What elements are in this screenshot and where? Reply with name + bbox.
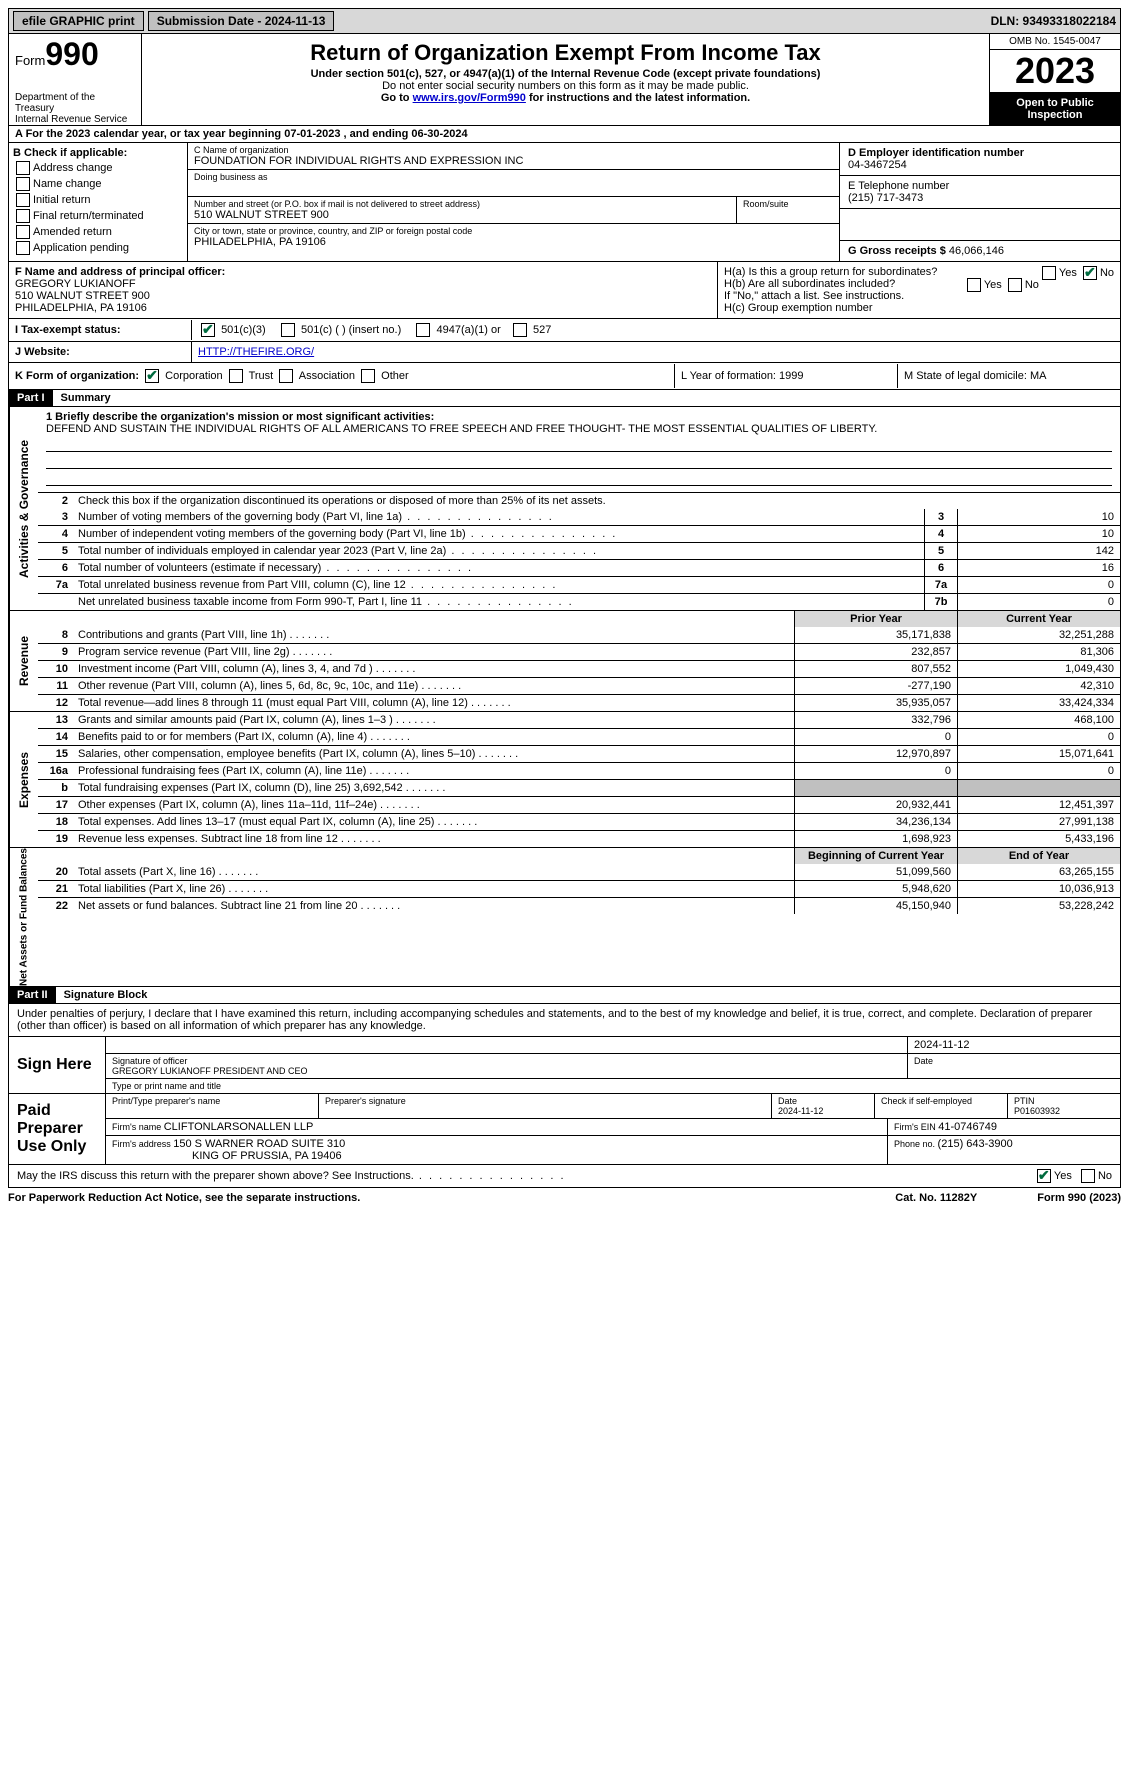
summary-line: 10 Investment income (Part VIII, column …: [38, 660, 1120, 677]
submission-date-button[interactable]: Submission Date - 2024-11-13: [148, 11, 335, 31]
tab-revenue: Revenue: [9, 611, 38, 711]
officer-row: F Name and address of principal officer:…: [8, 262, 1121, 319]
gross-receipts: 46,066,146: [949, 245, 1004, 257]
tab-governance: Activities & Governance: [9, 407, 38, 610]
tax-year: 2023: [990, 50, 1120, 93]
klm-row: K Form of organization: Corporation Trus…: [8, 363, 1121, 390]
part1-header: Part I Summary: [8, 390, 1121, 407]
instructions-link[interactable]: www.irs.gov/Form990: [413, 92, 526, 104]
summary-line: 12 Total revenue—add lines 8 through 11 …: [38, 694, 1120, 711]
instructions-note: Go to www.irs.gov/Form990 for instructio…: [148, 92, 983, 104]
summary-line: 3 Number of voting members of the govern…: [38, 509, 1120, 525]
cat-number: Cat. No. 11282Y: [895, 1192, 977, 1204]
discuss-yes-checkbox[interactable]: [1037, 1169, 1051, 1183]
discuss-row: May the IRS discuss this return with the…: [8, 1165, 1121, 1188]
org-name: FOUNDATION FOR INDIVIDUAL RIGHTS AND EXP…: [194, 155, 833, 167]
summary-line: 19 Revenue less expenses. Subtract line …: [38, 830, 1120, 847]
summary-line: 18 Total expenses. Add lines 13–17 (must…: [38, 813, 1120, 830]
city-state-zip: PHILADELPHIA, PA 19106: [194, 236, 833, 248]
signature-block: Under penalties of perjury, I declare th…: [8, 1004, 1121, 1165]
sign-here-label: Sign Here: [9, 1037, 106, 1093]
summary-line: 17 Other expenses (Part IX, column (A), …: [38, 796, 1120, 813]
summary-line: 9 Program service revenue (Part VIII, li…: [38, 643, 1120, 660]
form-number: Form990: [15, 36, 135, 73]
firm-name: CLIFTONLARSONALLEN LLP: [164, 1121, 314, 1133]
ssn-note: Do not enter social security numbers on …: [148, 80, 983, 92]
tax-status-row: I Tax-exempt status: 501(c)(3) 501(c) ( …: [8, 319, 1121, 342]
public-inspection-badge: Open to PublicInspection: [990, 93, 1120, 125]
501c3-checkbox[interactable]: [201, 323, 215, 337]
summary-line: 13 Grants and similar amounts paid (Part…: [38, 712, 1120, 728]
summary-block: Activities & Governance 1 Briefly descri…: [8, 407, 1121, 611]
summary-line: 16a Professional fundraising fees (Part …: [38, 762, 1120, 779]
box-d: D Employer identification number 04-3467…: [839, 143, 1120, 261]
form-subtitle: Under section 501(c), 527, or 4947(a)(1)…: [148, 68, 983, 80]
officer-name: GREGORY LUKIANOFF: [15, 278, 711, 290]
irs-label: Internal Revenue Service: [15, 114, 135, 125]
website-row: J Website: HTTP://THEFIRE.ORG/: [8, 342, 1121, 363]
summary-line: 21 Total liabilities (Part X, line 26) 5…: [38, 880, 1120, 897]
summary-line: 7a Total unrelated business revenue from…: [38, 576, 1120, 593]
form-footer: Form 990 (2023): [1037, 1192, 1121, 1204]
summary-line: 15 Salaries, other compensation, employe…: [38, 745, 1120, 762]
part2-header: Part II Signature Block: [8, 987, 1121, 1004]
box-c: C Name of organization FOUNDATION FOR IN…: [188, 143, 839, 261]
officer-signature-name: GREGORY LUKIANOFF PRESIDENT AND CEO: [112, 1066, 901, 1076]
box-b: B Check if applicable: Address change Na…: [9, 143, 188, 261]
tax-year-row: A For the 2023 calendar year, or tax yea…: [8, 126, 1121, 143]
entity-info-grid: B Check if applicable: Address change Na…: [8, 143, 1121, 262]
tab-net-assets: Net Assets or Fund Balances: [9, 848, 38, 986]
perjury-declaration: Under penalties of perjury, I declare th…: [9, 1004, 1120, 1036]
dln-label: DLN: 93493318022184: [991, 14, 1116, 28]
summary-line: 8 Contributions and grants (Part VIII, l…: [38, 627, 1120, 643]
summary-line: 4 Number of independent voting members o…: [38, 525, 1120, 542]
omb-number: OMB No. 1545-0047: [990, 34, 1120, 50]
summary-line: Net unrelated business taxable income fr…: [38, 593, 1120, 610]
ptin-value: P01603932: [1014, 1106, 1060, 1116]
summary-line: 11 Other revenue (Part VIII, column (A),…: [38, 677, 1120, 694]
dept-label: Department of the Treasury: [15, 92, 135, 114]
form-title: Return of Organization Exempt From Incom…: [148, 40, 983, 66]
paperwork-notice: For Paperwork Reduction Act Notice, see …: [8, 1192, 360, 1204]
summary-line: 22 Net assets or fund balances. Subtract…: [38, 897, 1120, 914]
street-address: 510 WALNUT STREET 900: [194, 209, 730, 221]
telephone-value: (215) 717-3473: [848, 192, 1112, 204]
ein-value: 04-3467254: [848, 159, 1112, 171]
website-link[interactable]: HTTP://THEFIRE.ORG/: [198, 346, 314, 358]
form-header: Form990 Department of the Treasury Inter…: [8, 34, 1121, 126]
tab-expenses: Expenses: [9, 712, 38, 847]
summary-line: 20 Total assets (Part X, line 16) 51,099…: [38, 864, 1120, 880]
summary-line: 5 Total number of individuals employed i…: [38, 542, 1120, 559]
mission-text: DEFEND AND SUSTAIN THE INDIVIDUAL RIGHTS…: [46, 423, 1112, 435]
top-bar: efile GRAPHIC print Submission Date - 20…: [8, 8, 1121, 34]
efile-button[interactable]: efile GRAPHIC print: [13, 11, 144, 31]
paid-preparer-label: Paid Preparer Use Only: [9, 1094, 106, 1164]
summary-line: b Total fundraising expenses (Part IX, c…: [38, 779, 1120, 796]
summary-line: 14 Benefits paid to or for members (Part…: [38, 728, 1120, 745]
summary-line: 6 Total number of volunteers (estimate i…: [38, 559, 1120, 576]
